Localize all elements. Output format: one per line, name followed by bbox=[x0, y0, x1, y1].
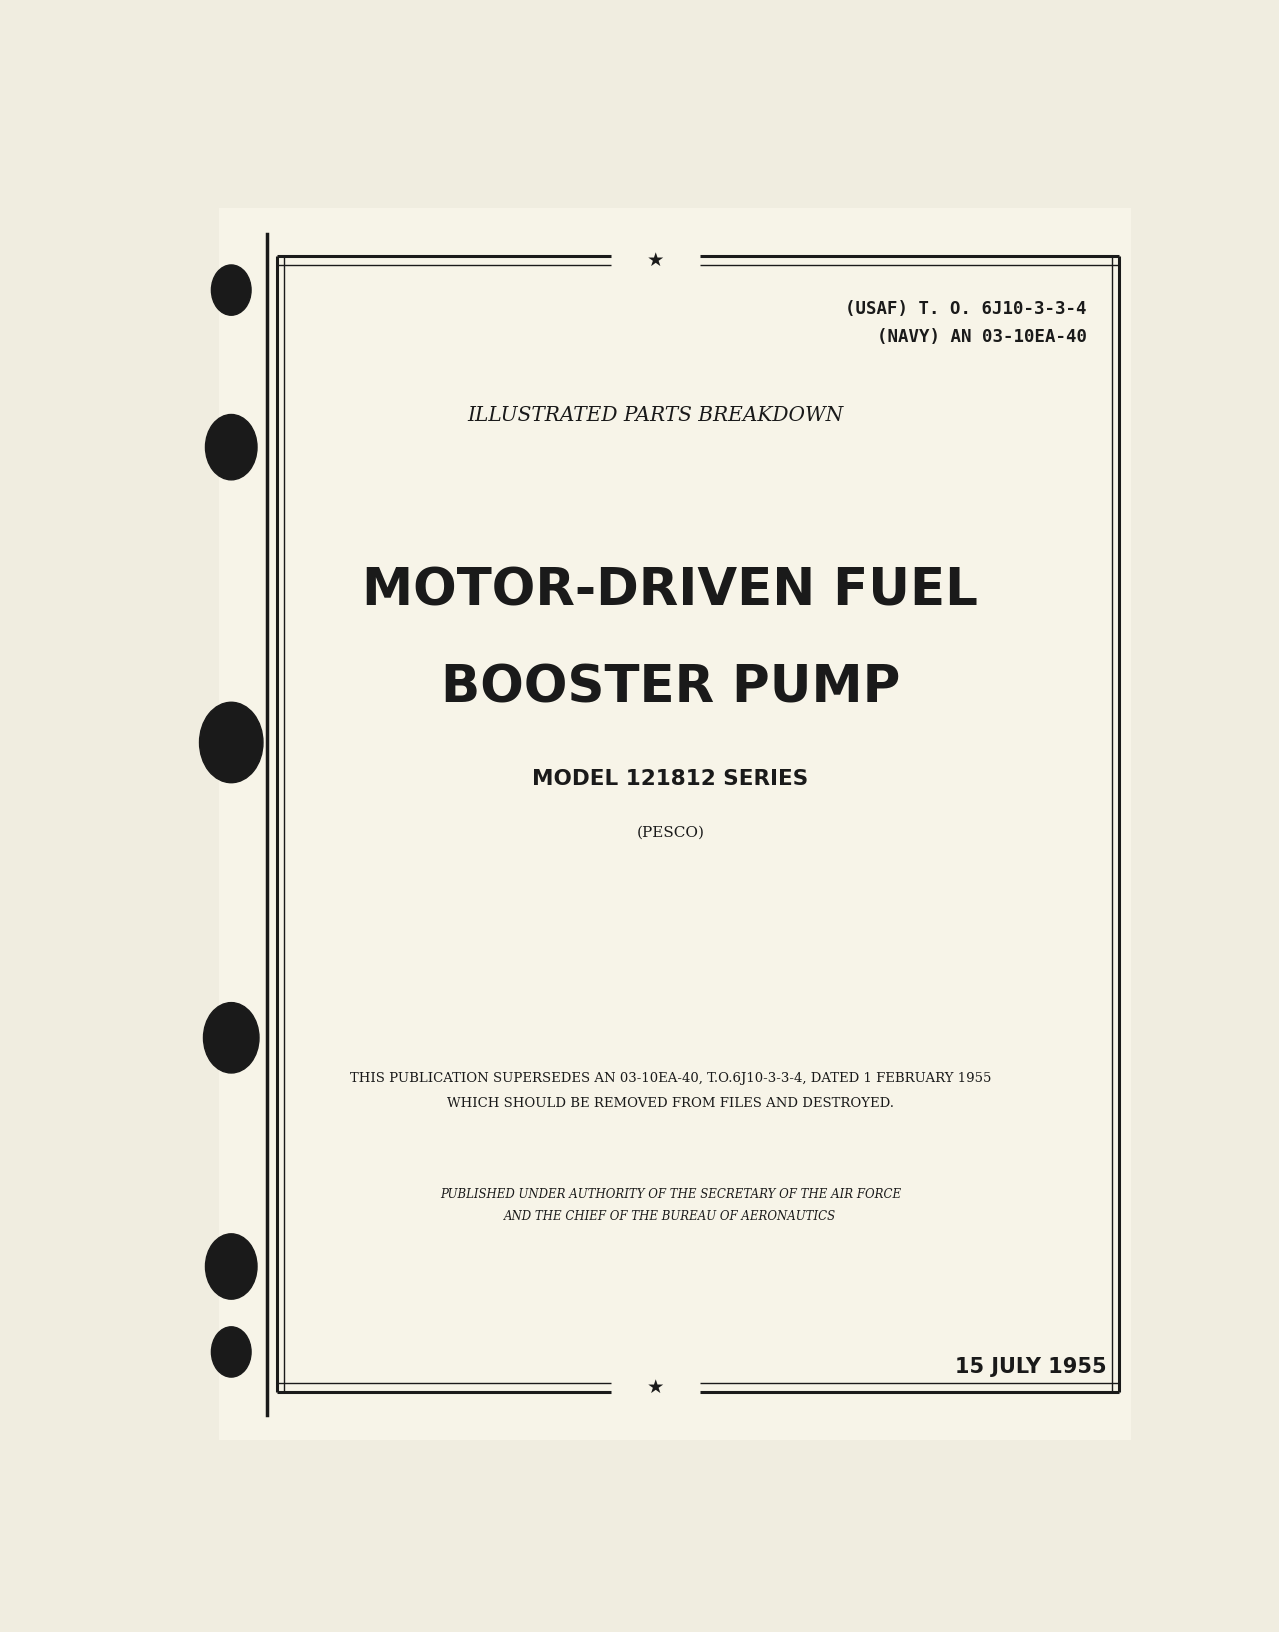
Text: ★: ★ bbox=[647, 1379, 664, 1397]
Text: (NAVY) AN 03-10EA-40: (NAVY) AN 03-10EA-40 bbox=[876, 328, 1087, 346]
Text: ★: ★ bbox=[647, 251, 664, 269]
Text: ILLUSTRATED PARTS BREAKDOWN: ILLUSTRATED PARTS BREAKDOWN bbox=[467, 406, 844, 426]
Circle shape bbox=[203, 1002, 258, 1072]
Circle shape bbox=[206, 415, 257, 480]
Text: (USAF) T. O. 6J10-3-3-4: (USAF) T. O. 6J10-3-3-4 bbox=[845, 300, 1087, 318]
Text: MOTOR-DRIVEN FUEL: MOTOR-DRIVEN FUEL bbox=[362, 566, 978, 617]
Circle shape bbox=[211, 1327, 251, 1377]
Text: THIS PUBLICATION SUPERSEDES AN 03-10EA-40, T.O.6J10-3-3-4, DATED 1 FEBRUARY 1955: THIS PUBLICATION SUPERSEDES AN 03-10EA-4… bbox=[349, 1072, 991, 1085]
Text: (PESCO): (PESCO) bbox=[637, 826, 705, 840]
Text: BOOSTER PUMP: BOOSTER PUMP bbox=[441, 664, 900, 713]
Circle shape bbox=[206, 1234, 257, 1299]
Text: PUBLISHED UNDER AUTHORITY OF THE SECRETARY OF THE AIR FORCE: PUBLISHED UNDER AUTHORITY OF THE SECRETA… bbox=[440, 1188, 900, 1201]
Text: AND THE CHIEF OF THE BUREAU OF AERONAUTICS: AND THE CHIEF OF THE BUREAU OF AERONAUTI… bbox=[504, 1209, 836, 1222]
Circle shape bbox=[200, 702, 263, 783]
Text: WHICH SHOULD BE REMOVED FROM FILES AND DESTROYED.: WHICH SHOULD BE REMOVED FROM FILES AND D… bbox=[446, 1097, 894, 1110]
Circle shape bbox=[211, 264, 251, 315]
Text: MODEL 121812 SERIES: MODEL 121812 SERIES bbox=[532, 769, 808, 788]
Text: 15 JULY 1955: 15 JULY 1955 bbox=[955, 1358, 1106, 1377]
